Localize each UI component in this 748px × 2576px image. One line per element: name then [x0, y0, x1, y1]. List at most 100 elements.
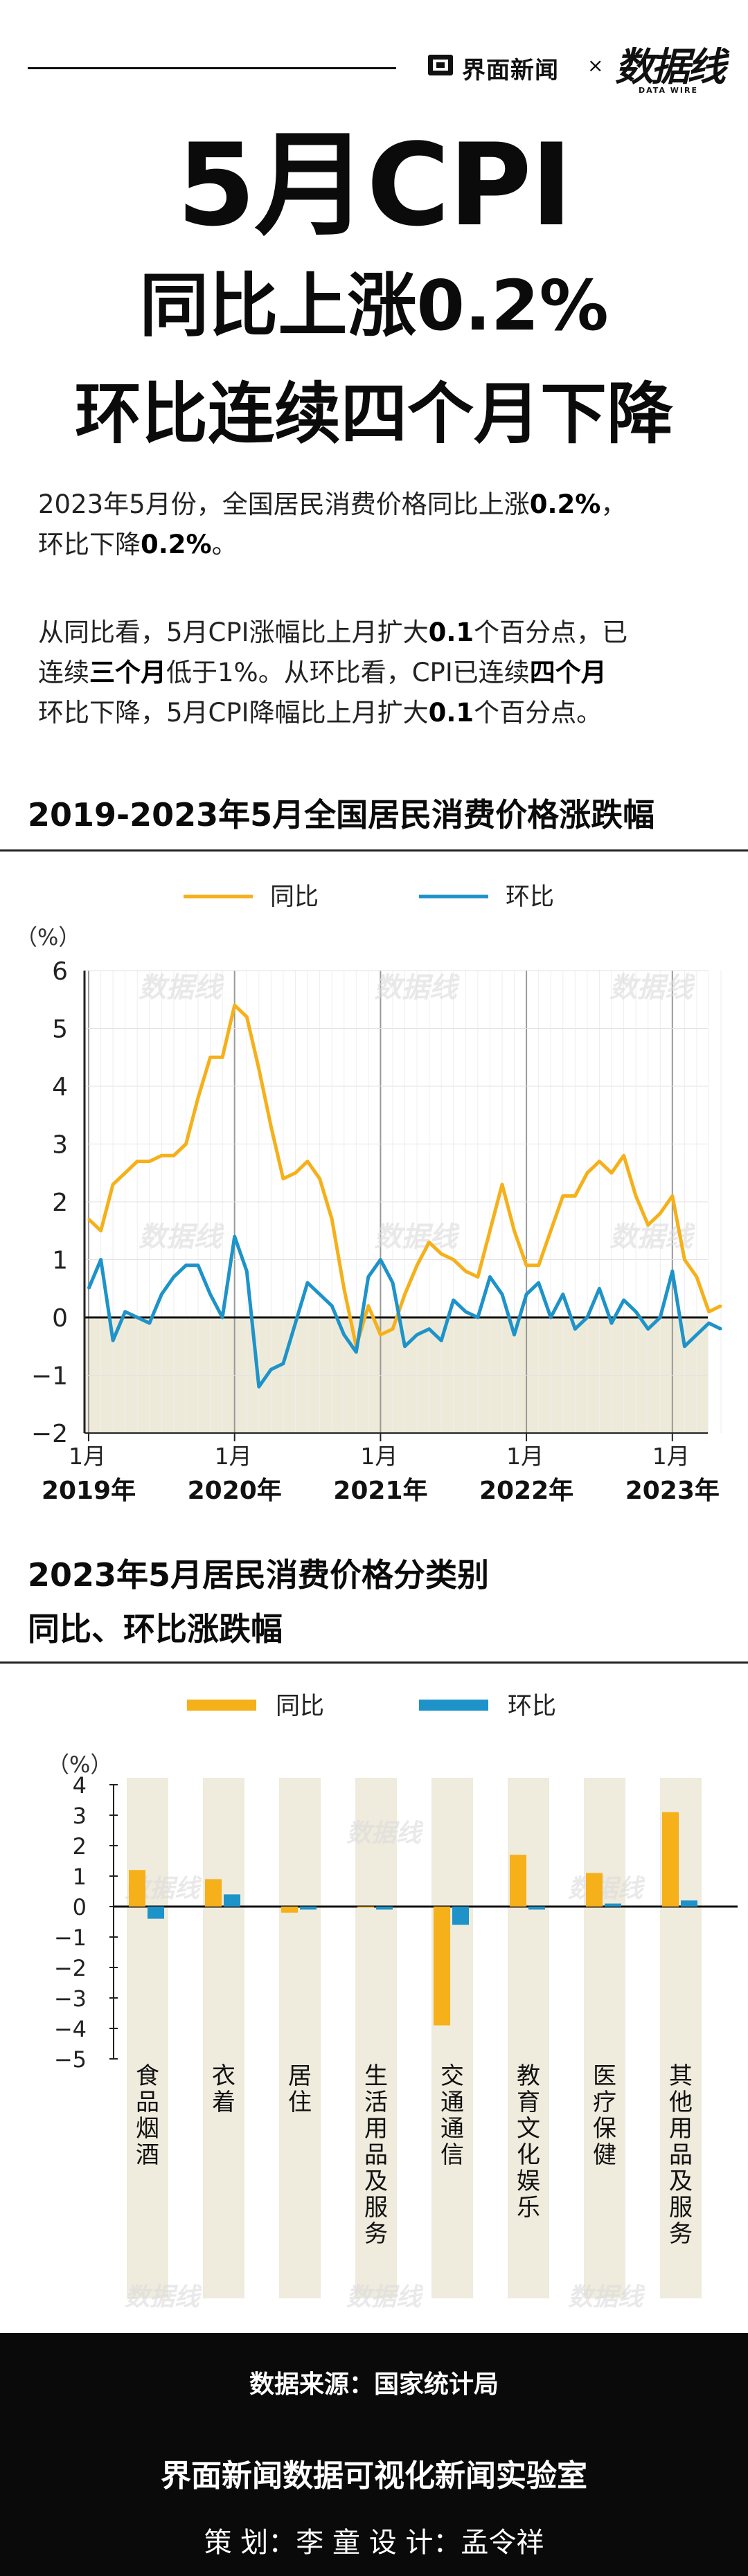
data-point-mom [330, 1304, 333, 1307]
category-label: 教育文化娱乐 [517, 2062, 540, 2222]
data-point-yoy [233, 1004, 236, 1007]
x-tick-month: 1月 [69, 1443, 106, 1470]
data-point-mom [294, 1322, 296, 1324]
data-point-yoy [100, 1230, 103, 1232]
jiemian-logo-icon [428, 55, 453, 75]
paragraph-2-run: 从同比看，5月CPI涨幅比上月扩大 [38, 618, 429, 647]
data-point-mom [269, 1368, 272, 1371]
data-point-yoy [562, 1195, 564, 1198]
x-tick-year: 2023年 [625, 1477, 720, 1505]
x-tick-year: 2019年 [42, 1477, 136, 1505]
partner-logo: 数据线 [615, 45, 726, 90]
data-point-mom [488, 1276, 491, 1279]
data-point-yoy [136, 1160, 139, 1163]
data-point-yoy [319, 1178, 321, 1180]
x-tick-month: 1月 [652, 1443, 690, 1470]
watermark: 数据线 [346, 1819, 424, 1848]
headline-line2: 同比上涨0.2% [139, 265, 609, 346]
y-tick-label: −5 [54, 2046, 87, 2073]
data-point-mom [379, 1259, 382, 1261]
data-point-yoy [513, 1230, 516, 1232]
paragraph-2-run: 个百分点。 [474, 698, 603, 728]
y-tick-label: −3 [54, 1985, 87, 2012]
y-tick-label: 0 [52, 1304, 68, 1333]
data-point-yoy [87, 1218, 90, 1221]
bar-mom [605, 1903, 621, 1907]
data-point-yoy [671, 1195, 674, 1198]
data-point-mom [233, 1235, 236, 1238]
data-point-mom [695, 1333, 698, 1336]
data-point-mom [501, 1293, 504, 1296]
data-point-mom [464, 1310, 467, 1313]
data-source: 数据来源：国家统计局 [249, 2370, 499, 2399]
paragraph-1-run: 。 [211, 530, 238, 559]
data-point-yoy [294, 1171, 296, 1174]
category-label: 衣着 [212, 2062, 235, 2116]
data-point-mom [112, 1339, 114, 1342]
data-point-mom [100, 1259, 103, 1261]
data-point-mom [221, 1316, 224, 1319]
data-point-yoy [258, 1068, 260, 1070]
data-point-mom [452, 1299, 455, 1301]
data-point-mom [282, 1362, 285, 1365]
data-point-yoy [221, 1056, 224, 1059]
category-label: 医疗保健 [593, 2062, 616, 2169]
data-point-mom [160, 1293, 163, 1296]
bar-chart-rule [0, 1661, 748, 1664]
data-point-mom [623, 1299, 625, 1301]
y-tick-label: −4 [54, 2016, 87, 2042]
data-point-mom [306, 1281, 309, 1284]
bar-yoy [510, 1855, 526, 1907]
data-point-yoy [306, 1160, 309, 1163]
data-point-yoy [501, 1183, 504, 1186]
data-point-mom [525, 1293, 528, 1296]
data-point-yoy [269, 1125, 272, 1128]
category-label: 其他用品及服务 [669, 2062, 693, 2248]
y-tick-label: 3 [52, 1131, 68, 1160]
bar-mom [528, 1907, 545, 1910]
y-unit-label: （%） [47, 1751, 112, 1778]
data-point-mom [720, 1328, 722, 1331]
data-point-mom [391, 1281, 394, 1284]
category-column-bg [279, 1778, 321, 2298]
headline-line3: 环比连续四个月下降 [75, 375, 673, 453]
lab-name: 界面新闻数据可视化新闻实验室 [161, 2458, 587, 2494]
data-point-mom [172, 1276, 175, 1279]
category-column-bg [127, 1778, 168, 2298]
legend-label-mom: 环比 [508, 1693, 556, 1720]
bar-chart-title-line2: 同比、环比涨跌幅 [28, 1610, 283, 1648]
data-point-yoy [623, 1154, 625, 1157]
data-point-mom [148, 1322, 151, 1324]
data-point-yoy [428, 1241, 431, 1243]
category-label: 生活用品及服务 [364, 2062, 388, 2248]
paragraph-2-run: 0.1 [428, 618, 474, 647]
legend-swatch-yoy [187, 1700, 256, 1711]
category-column-bg [355, 1778, 397, 2298]
data-point-yoy [209, 1056, 212, 1059]
header-rule [28, 67, 396, 69]
data-point-yoy [477, 1276, 479, 1279]
x-tick-month: 1月 [215, 1443, 252, 1470]
watermark: 数据线 [568, 2283, 645, 2312]
watermark: 数据线 [568, 1875, 645, 1903]
paragraph-2-run: 连续 [38, 658, 89, 687]
data-point-mom [573, 1328, 576, 1331]
data-point-yoy [330, 1218, 333, 1221]
bar-yoy [281, 1907, 298, 1913]
category-column-bg [203, 1778, 244, 2298]
y-tick-label: −2 [31, 1420, 68, 1448]
data-point-yoy [112, 1183, 114, 1186]
data-point-yoy [488, 1230, 491, 1232]
watermark: 数据线 [609, 972, 695, 1004]
legend-label-mom: 环比 [506, 883, 554, 911]
bar-yoy [205, 1879, 222, 1907]
data-point-yoy [525, 1264, 528, 1267]
data-point-yoy [404, 1293, 407, 1296]
watermark: 数据线 [139, 1221, 224, 1253]
bar-mom [148, 1907, 164, 1919]
x-tick-year: 2022年 [479, 1477, 573, 1505]
brand-name: 界面新闻 [462, 57, 559, 84]
data-point-mom [707, 1322, 710, 1324]
data-point-mom [671, 1270, 674, 1272]
